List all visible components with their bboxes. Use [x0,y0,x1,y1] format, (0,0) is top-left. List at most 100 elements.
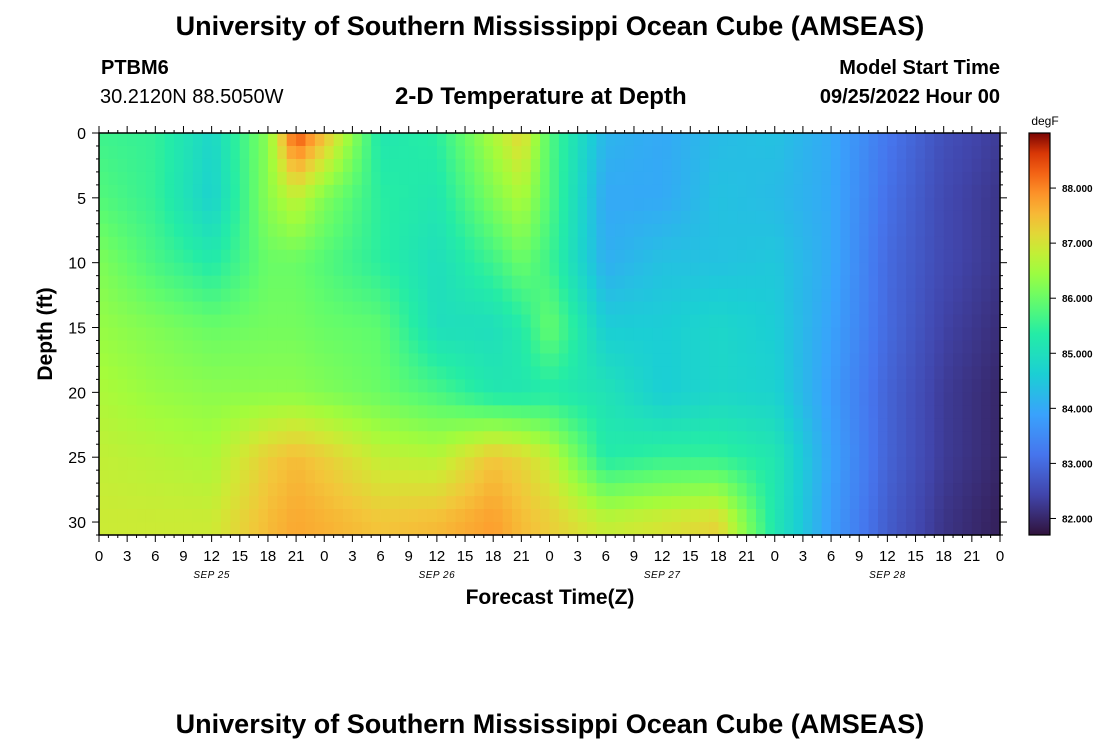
heatmap-cell [727,184,738,199]
heatmap-cell [136,379,147,393]
heatmap-cell [296,171,307,186]
heatmap-cell [249,249,260,264]
heatmap-cell [183,197,194,212]
heatmap-cell [737,275,748,290]
heatmap-cell [840,275,851,290]
heatmap-cell [258,184,269,199]
heatmap-cell [511,223,522,238]
heatmap-cell [652,314,663,329]
heatmap-cell [680,522,691,536]
heatmap-cell [389,405,400,419]
heatmap-cell [680,197,691,212]
heatmap-cell [267,366,278,380]
x-tick-label: 12 [879,548,896,565]
heatmap-cell [953,314,964,329]
heatmap-cell [943,522,954,536]
heatmap-cell [662,262,673,277]
heatmap-cell [577,223,588,238]
heatmap-cell [633,210,644,225]
heatmap-cell [727,353,738,368]
heatmap-cell [136,366,147,380]
heatmap-cell [587,301,598,316]
heatmap-cell [455,275,466,290]
heatmap-cell [812,327,823,342]
heatmap-cell [784,288,795,303]
heatmap-cell [840,340,851,355]
heatmap-cell [793,405,804,419]
heatmap-cell [953,158,964,173]
heatmap-cell [474,405,485,419]
heatmap-cell [145,431,156,445]
heatmap-cell [774,418,785,432]
heatmap-cell [465,210,476,225]
heatmap-cell [934,249,945,264]
heatmap-cell [483,301,494,316]
heatmap-cell [117,379,128,393]
heatmap-cell [521,470,532,484]
heatmap-cell [286,444,297,458]
heatmap-cell [680,340,691,355]
heatmap-cell [737,249,748,264]
heatmap-cell [802,158,813,173]
heatmap-cell [812,483,823,497]
heatmap-cell [361,197,372,212]
heatmap-cell [821,262,832,277]
heatmap-cell [408,366,419,380]
heatmap-cell [239,509,250,523]
heatmap-cell [953,444,964,458]
heatmap-cell [221,249,231,264]
heatmap-cell [755,444,766,458]
heatmap-cell [239,483,250,497]
heatmap-cell [465,223,476,238]
heatmap-cell [483,509,494,523]
heatmap-cell [352,262,363,277]
heatmap-cell [849,470,860,484]
heatmap-cell [277,171,288,186]
heatmap-cell [821,301,832,316]
heatmap-cell [587,405,598,419]
heatmap-cell [755,327,766,342]
heatmap-cell [558,210,569,225]
heatmap-cell [680,288,691,303]
heatmap-cell [549,301,560,316]
heatmap-cell [493,340,504,355]
heatmap-cell [408,288,419,303]
heatmap-cell [192,210,203,225]
heatmap-cell [737,288,748,303]
x-tick-label: 15 [907,548,924,565]
heatmap-cell [249,210,260,225]
heatmap-cell [662,522,673,536]
heatmap-cell [896,327,907,342]
heatmap-cell [530,158,541,173]
heatmap-cell [258,249,269,264]
heatmap-cell [511,457,522,471]
heatmap-cell [277,197,288,212]
heatmap-cell [530,457,541,471]
heatmap-cell [361,275,372,290]
heatmap-cell [108,444,119,458]
heatmap-cell [540,288,551,303]
heatmap-cell [399,405,410,419]
heatmap-cell [164,496,175,510]
heatmap-cell [314,405,325,419]
heatmap-cell [568,145,579,160]
heatmap-cell [793,340,804,355]
heatmap-cell [971,509,982,523]
heatmap-cell [267,496,278,510]
heatmap-cell [230,223,241,238]
heatmap-cell [221,353,231,368]
heatmap-cell [258,236,269,251]
heatmap-cell [821,496,832,510]
heatmap-cell [549,470,560,484]
heatmap-cell [267,275,278,290]
heatmap-cell [333,210,344,225]
heatmap-cell [436,392,447,406]
heatmap-cell [859,444,870,458]
heatmap-cell [596,379,607,393]
heatmap-cell [427,275,438,290]
heatmap-cell [136,301,147,316]
heatmap-cell [615,366,626,380]
heatmap-cell [812,236,823,251]
heatmap-cell [624,353,635,368]
heatmap-cell [286,522,297,536]
